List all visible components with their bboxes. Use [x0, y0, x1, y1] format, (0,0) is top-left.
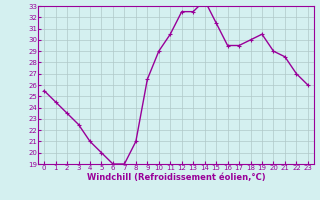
X-axis label: Windchill (Refroidissement éolien,°C): Windchill (Refroidissement éolien,°C) [87, 173, 265, 182]
